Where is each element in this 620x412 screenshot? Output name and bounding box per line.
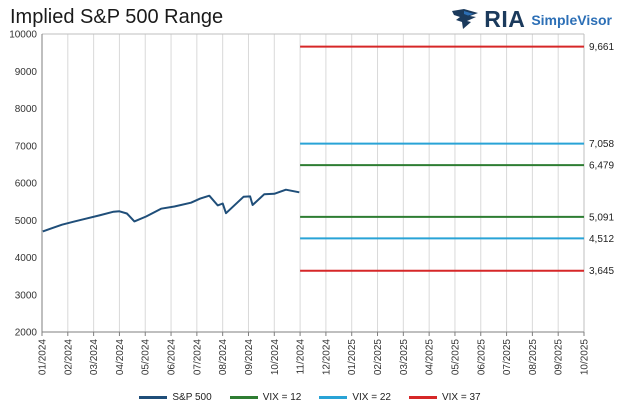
legend-item: VIX = 37 — [408, 391, 481, 403]
chart-axes: 2000 3000 4000 5000 6000 7000 8000 9000 10000 01/… — [9, 30, 590, 376]
x-tick-label: 10/2025 — [580, 339, 591, 376]
x-tick-label: 06/2024 — [167, 339, 178, 376]
x-tick-label: 04/2025 — [425, 339, 436, 376]
legend-swatch — [319, 395, 348, 399]
chart-level-lines — [300, 45, 584, 272]
x-tick-label: 05/2024 — [141, 339, 152, 376]
x-tick-label: 04/2024 — [115, 339, 126, 376]
y-tick-label: 3000 — [15, 290, 38, 301]
x-tick-label: 02/2025 — [373, 339, 384, 376]
chart-data-labels: 3,645 9,661 4,512 7,058 5,091 6,479 — [589, 42, 614, 277]
x-tick-label: 11/2024 — [296, 339, 307, 375]
x-tick-label: 09/2025 — [554, 339, 565, 376]
y-tick-label: 5000 — [15, 216, 38, 227]
y-tick-label: 7000 — [15, 141, 38, 152]
x-tick-label: 10/2024 — [270, 339, 281, 376]
x-tick-label: 08/2024 — [218, 339, 229, 376]
x-tick-label: 02/2024 — [63, 339, 74, 376]
level-data-label: 7,058 — [589, 139, 614, 150]
legend-label: VIX = 37 — [441, 391, 481, 403]
level-data-label: 3,645 — [589, 266, 614, 277]
brand-name: RIA — [484, 5, 526, 32]
chart-series — [42, 188, 300, 233]
x-tick-label: 01/2024 — [38, 339, 49, 376]
series-line-sp500 — [42, 188, 300, 233]
level-data-label: 5,091 — [589, 212, 614, 223]
legend-label: VIX = 12 — [262, 391, 302, 403]
chart-grid — [67, 34, 585, 332]
y-tick-label: 2000 — [15, 328, 38, 339]
y-tick-label: 4000 — [15, 253, 38, 264]
x-tick-label: 03/2025 — [399, 339, 410, 376]
y-tick-label: 9000 — [15, 67, 38, 78]
legend-swatch — [408, 395, 437, 399]
x-tick-label: 06/2025 — [476, 339, 487, 376]
y-tick-label: 8000 — [15, 104, 38, 115]
legend-swatch — [139, 395, 168, 399]
level-data-label: 6,479 — [589, 161, 614, 172]
x-tick-label: 03/2024 — [89, 339, 100, 376]
x-tick-label: 07/2024 — [192, 339, 203, 376]
legend-label: VIX = 22 — [352, 391, 391, 403]
legend-item: S&P 500 — [139, 391, 212, 403]
y-tick-label: 6000 — [15, 179, 38, 190]
legend-swatch — [229, 395, 258, 399]
x-tick-label: 12/2024 — [321, 339, 332, 376]
y-tick-label: 10000 — [9, 30, 37, 41]
brand-product: SimpleVisor — [531, 12, 612, 28]
x-tick-label: 05/2025 — [450, 339, 461, 376]
x-tick-label: 01/2025 — [347, 339, 358, 376]
brand-logo: RIA SimpleVisor — [450, 6, 612, 32]
level-data-label: 4,512 — [589, 234, 614, 245]
legend-label: S&P 500 — [172, 391, 212, 403]
x-tick-label: 07/2025 — [502, 339, 513, 376]
chart-legend: S&P 500 VIX = 12 VIX = 22 VIX = 37 — [0, 388, 620, 406]
x-tick-label: 08/2025 — [528, 339, 539, 376]
x-tick-label: 09/2024 — [244, 339, 255, 376]
legend-item: VIX = 22 — [319, 392, 391, 403]
chart-title: Implied S&P 500 Range — [10, 6, 224, 28]
level-data-label: 9,661 — [589, 42, 614, 53]
legend-item: VIX = 12 — [229, 391, 302, 403]
eagle-icon — [452, 9, 479, 29]
